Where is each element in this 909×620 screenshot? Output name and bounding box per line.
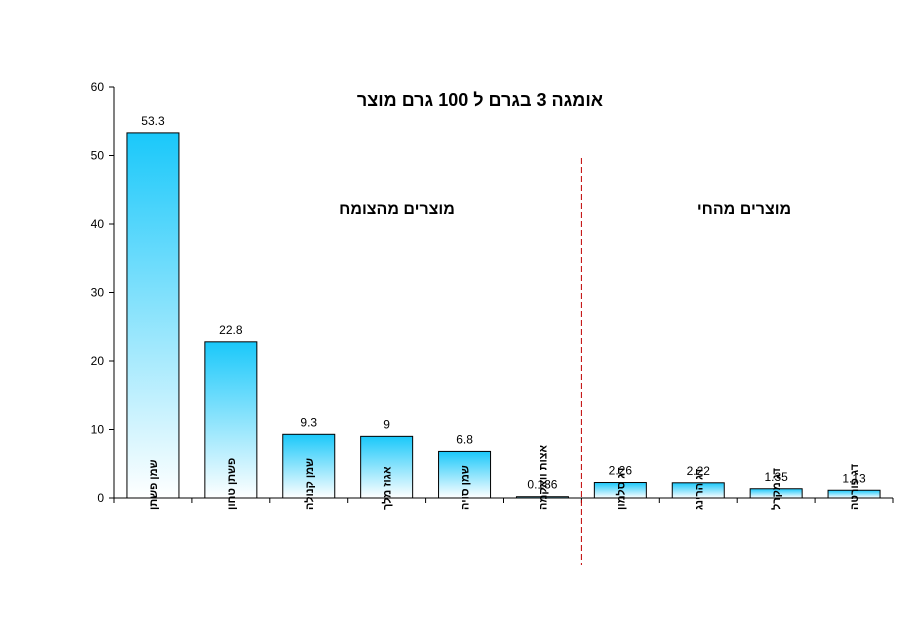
category-label: אגוז מלך (381, 466, 394, 510)
data-label: 9 (383, 417, 390, 431)
category-label: דג סלמון (614, 467, 627, 510)
bar (204, 341, 258, 499)
y-tick-label: 60 (91, 80, 105, 94)
y-tick-label: 10 (91, 423, 105, 437)
y-tick-label: 50 (91, 149, 105, 163)
bar (282, 433, 336, 499)
bar (827, 489, 881, 499)
y-tick-label: 20 (91, 354, 105, 368)
data-label: 9.3 (300, 415, 317, 429)
y-tick-label: 0 (97, 491, 104, 505)
category-label: שמן קנולה (303, 458, 316, 510)
data-label: 6.8 (456, 432, 473, 446)
category-label: שמן סויה (460, 465, 472, 510)
data-label: 1.13 (842, 471, 866, 485)
bar (515, 496, 569, 499)
y-tick-label: 40 (91, 217, 105, 231)
category-label: דג מקרל (770, 468, 783, 510)
category-label: דג הרינג (693, 468, 705, 510)
category-label: אצות וואקמה (537, 444, 549, 510)
data-label: 0.186 (527, 478, 557, 492)
data-label: 53.3 (141, 114, 165, 128)
category-label: פשתן טחון (226, 458, 238, 510)
data-labels: 53.3 22.8 9.3 9 6.8 0.186 2.26 2.22 1.35 1.13 (141, 114, 866, 492)
data-label: 2.26 (609, 464, 633, 478)
plant-group-label: מוצרים מהצומח (339, 201, 455, 218)
y-axis: 0 10 20 30 40 50 60 (91, 80, 115, 505)
bar (126, 132, 180, 499)
bar (438, 450, 492, 499)
category-label: שמן פשתן (148, 459, 160, 510)
category-labels: שמן פשתן פשתן טחון שמן קנולה אגוז מלך שמן סו… (148, 444, 861, 510)
bar (671, 482, 725, 499)
data-label: 2.22 (687, 464, 711, 478)
bars (126, 132, 881, 499)
data-label: 1.35 (764, 470, 788, 484)
bar (360, 435, 414, 499)
bar (593, 482, 647, 499)
category-label: דג פורטה (849, 463, 861, 510)
bar (749, 488, 803, 499)
chart-title: אומגה 3 בגרם ל 100 גרם מוצר (357, 90, 603, 110)
data-label: 22.8 (219, 323, 243, 337)
y-tick-label: 30 (91, 286, 105, 300)
animal-group-label: מוצרים מהחי (697, 201, 791, 218)
